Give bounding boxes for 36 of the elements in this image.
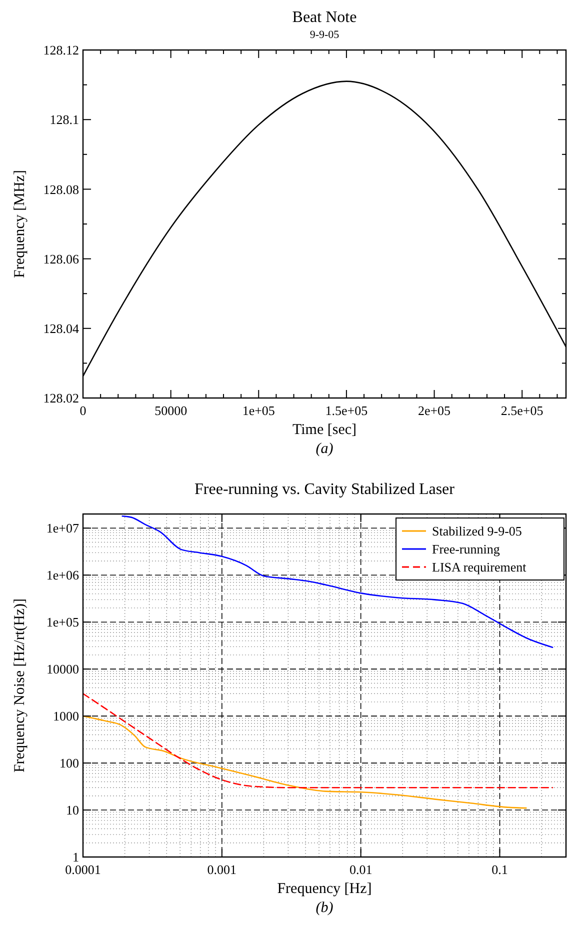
y-tick-label: 128.02 [43,390,79,406]
x-tick-label: 0.01 [349,862,372,877]
x-axis-title: Time [sec] [292,422,357,438]
y-tick-label: 128.1 [50,112,79,128]
y-tick-label: 128.08 [43,182,79,197]
text: (a) [316,441,334,457]
y-axis-title: Frequency [MHz] [12,170,28,278]
x-tick-label: 0.001 [207,862,237,877]
x-tick-label: 1e+05 [242,403,275,418]
x-tick-label: 2.5e+05 [500,403,544,418]
y-tick-label: 100 [60,756,79,771]
x-tick-label: 0.0001 [65,862,101,877]
x-tick-label: 0 [80,403,86,418]
y-tick-label: 128.12 [43,42,79,58]
y-axis-title: Frequency Noise [Hz/rt(Hz)] [12,598,28,773]
legend-label: Stabilized 9-9-05 [432,524,522,539]
chart-subtitle: 9-9-05 [310,29,340,41]
y-tick-label: 10000 [46,662,79,677]
y-tick-label: 1e+05 [46,614,79,630]
x-axis-title: Frequency [Hz] [277,881,372,897]
y-tick-label: 1 [72,850,79,865]
x-tick-label: 1.5e+05 [325,403,368,418]
y-tick-label: 10 [66,802,79,818]
y-tick-label: 128.06 [43,251,80,266]
x-tick-label: 0.1 [492,862,508,877]
text: (b) [316,900,334,916]
y-tick-label: 128.04 [43,320,80,336]
y-tick-label: 1e+06 [46,568,80,583]
y-tick-label: 1e+07 [46,520,80,536]
y-tick-label: 1000 [53,708,79,724]
chart-title: Beat Note [292,9,357,26]
x-tick-label: 50000 [154,403,188,418]
legend-label: LISA requirement [432,560,527,575]
legend-label: Free-running [432,542,500,557]
chart-title: Free-running vs. Cavity Stabilized Laser [194,481,456,498]
x-tick-label: 2e+05 [418,403,451,418]
